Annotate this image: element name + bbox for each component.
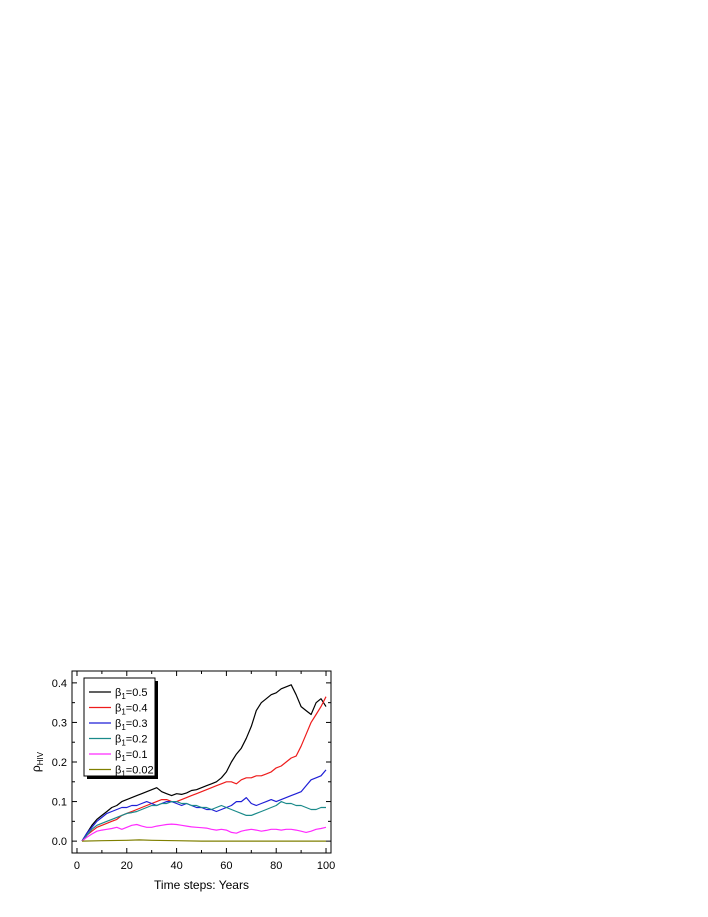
legend: β1=0.5β1=0.4β1=0.3β1=0.2β1=0.1β1=0.02 — [83, 677, 158, 779]
legend-label-rest-6: =0.02 — [126, 765, 154, 777]
x-tick-label-80: 80 — [270, 860, 282, 872]
legend-label-sub-5: 1 — [121, 754, 126, 763]
plot-area — [81, 684, 327, 842]
legend-label-main-5: β — [115, 749, 121, 761]
series-line-5 — [81, 823, 327, 842]
legend-label-rest-2: =0.4 — [126, 703, 148, 715]
y-tick-label-3: 0.3 — [52, 717, 67, 729]
y-tick-label-0: 0.0 — [52, 836, 67, 848]
x-tick-label-40: 40 — [170, 860, 182, 872]
axis-labels: Time steps: Years ρHIV — [29, 751, 249, 892]
x-tick-label-0: 0 — [74, 860, 80, 872]
legend-label-sub-1: 1 — [121, 692, 126, 701]
x-axis-label: Time steps: Years — [154, 878, 249, 892]
legend-label-main-4: β — [115, 734, 121, 746]
legend-label-rest-4: =0.2 — [126, 734, 148, 746]
legend-label-sub-3: 1 — [121, 723, 126, 732]
y-tick-label-1: 0.1 — [52, 797, 67, 809]
x-tick-label-20: 20 — [121, 860, 133, 872]
x-tick-label-60: 60 — [220, 860, 232, 872]
legend-label-main-6: β — [115, 765, 121, 777]
legend-label-rest-3: =0.3 — [126, 718, 148, 730]
legend-label-rest-5: =0.1 — [126, 749, 148, 761]
series-line-4 — [81, 800, 326, 842]
axes: 0 20 40 60 80 100 0.0 0.1 0.2 0.3 0.4 — [52, 670, 335, 872]
y-axis-label-main: ρ — [29, 765, 43, 772]
legend-label-1: β1=0.5 — [115, 687, 148, 701]
y-axis-label: ρHIV — [29, 751, 45, 772]
series-line-6 — [81, 839, 326, 842]
x-tick-label-100: 100 — [317, 860, 335, 872]
y-tick-label-4: 0.4 — [52, 678, 67, 690]
y-axis-label-sub: HIV — [36, 751, 45, 765]
series-line-3 — [81, 769, 327, 842]
legend-label-main-1: β — [115, 687, 121, 699]
y-tick-label-2: 0.2 — [52, 757, 67, 769]
legend-label-sub-6: 1 — [121, 770, 126, 779]
legend-label-sub-2: 1 — [121, 708, 126, 717]
legend-label-2: β1=0.4 — [115, 703, 148, 717]
legend-label-sub-4: 1 — [121, 739, 126, 748]
legend-label-6: β1=0.02 — [115, 765, 154, 779]
legend-label-main-3: β — [115, 718, 121, 730]
legend-label-4: β1=0.2 — [115, 734, 148, 748]
legend-label-rest-1: =0.5 — [126, 687, 148, 699]
legend-label-main-2: β — [115, 703, 121, 715]
series-line-1 — [81, 684, 327, 842]
legend-box — [83, 677, 156, 777]
legend-label-3: β1=0.3 — [115, 718, 148, 732]
legend-label-5: β1=0.1 — [115, 749, 148, 763]
